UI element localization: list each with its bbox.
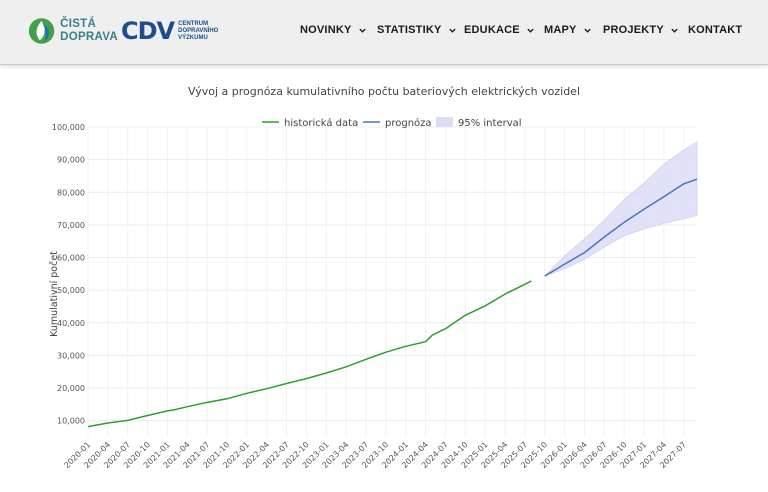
chevron-down-icon <box>527 28 534 33</box>
site-header: ČISTÁ DOPRAVA CDV CENTRUM DOPRAVNÍHO VÝZ… <box>0 0 768 65</box>
y-tick-label: 10,000 <box>57 417 85 426</box>
chevron-down-icon <box>671 28 678 33</box>
cdv-line-2: DOPRAVNÍHO <box>178 27 219 34</box>
y-tick-label: 40,000 <box>57 319 85 328</box>
chart-legend: historická data prognóza 95% interval <box>262 117 522 129</box>
cdv-line-1: CENTRUM <box>178 20 209 27</box>
legend-swatch <box>436 117 453 127</box>
y-tick-label: 70,000 <box>57 221 85 230</box>
nav-label: STATISTIKY <box>377 24 442 36</box>
cdv-line-3: VÝZKUMU <box>178 34 208 41</box>
nav-label: NOVINKY <box>300 24 352 36</box>
nav-novinky[interactable]: NOVINKY <box>300 24 367 36</box>
series-lines <box>87 178 698 428</box>
x-axis-ticks: 2020-012020-042020-072020-102021-012021-… <box>62 440 688 470</box>
y-tick-label: 100,000 <box>52 123 85 132</box>
leaf-drop-icon <box>28 18 55 44</box>
y-axis-label: Kumulativní počet <box>49 251 60 337</box>
chevron-down-icon <box>358 28 366 33</box>
legend-label: prognóza <box>385 117 432 129</box>
interval-band <box>544 141 698 277</box>
y-tick-label: 50,000 <box>57 286 85 295</box>
nav-projekty[interactable]: PROJEKTY <box>603 24 679 36</box>
confidence-band <box>544 141 698 277</box>
y-tick-label: 30,000 <box>57 351 85 360</box>
nav-label: EDUKACE <box>464 24 520 36</box>
logo-line-2: DOPRAVA <box>60 31 118 43</box>
historical-series-line <box>87 280 532 428</box>
nav-kontakt[interactable]: KONTAKT <box>688 24 742 36</box>
cdv-mark: CDV <box>121 17 175 45</box>
nav-label: KONTAKT <box>688 24 743 36</box>
chart-title: Vývoj a prognóza kumulativního počtu bat… <box>188 85 580 98</box>
chevron-down-icon <box>448 28 456 33</box>
cista-doprava-logo[interactable]: ČISTÁ DOPRAVA <box>28 14 118 48</box>
bev-forecast-chart: Vývoj a prognóza kumulativního počtu bat… <box>49 85 698 470</box>
y-axis-ticks: 10,000 20,000 30,000 40,000 50,000 60,000 70,0… <box>52 123 85 426</box>
nav-label: MAPY <box>544 24 577 36</box>
nav-statistiky[interactable]: STATISTIKY <box>377 24 457 36</box>
forecast-series-line <box>544 178 698 277</box>
legend-label: historická data <box>284 117 358 129</box>
legend-interval[interactable]: 95% interval <box>436 117 522 129</box>
nav-label: PROJEKTY <box>603 24 664 36</box>
legend-forecast[interactable]: prognóza <box>363 117 432 129</box>
chart-grid <box>87 126 697 437</box>
logo-line-1: ČISTÁ <box>60 18 97 30</box>
y-tick-label: 90,000 <box>57 156 85 165</box>
cdv-logo[interactable]: CDV CENTRUM DOPRAVNÍHO VÝZKUMU <box>121 16 218 46</box>
chevron-down-icon <box>583 28 591 33</box>
y-tick-label: 20,000 <box>57 384 85 393</box>
y-tick-label: 60,000 <box>57 254 85 263</box>
y-tick-label: 80,000 <box>57 188 85 197</box>
legend-label: 95% interval <box>458 118 522 129</box>
nav-edukace[interactable]: EDUKACE <box>464 24 535 36</box>
legend-historical[interactable]: historická data <box>262 117 358 129</box>
nav-mapy[interactable]: MAPY <box>544 24 592 36</box>
